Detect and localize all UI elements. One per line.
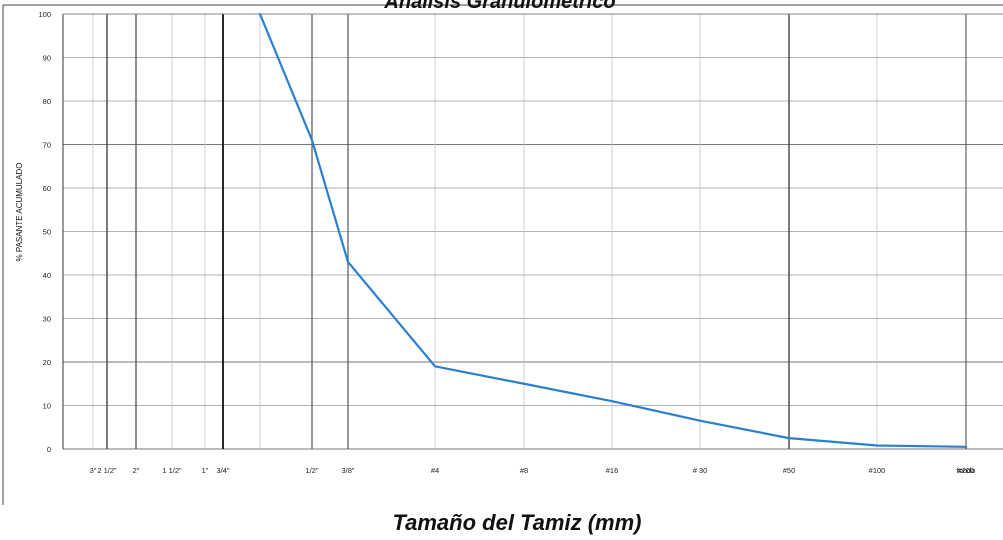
y-tick-label: 90 — [43, 54, 51, 63]
y-axis-ticks: 0 10 20 30 40 50 60 70 80 90 100 — [38, 10, 51, 454]
y-tick-label: 100 — [38, 10, 51, 19]
series-layer — [258, 12, 968, 449]
x-tick-label: 1 1/2" — [162, 466, 182, 475]
x-tick-label: # 30 — [693, 466, 708, 475]
x-tick-label: 1" — [202, 466, 209, 475]
x-tick-label: 2 1/2" — [97, 466, 117, 475]
x-tick-label: 1/2" — [305, 466, 318, 475]
y-tick-label: 10 — [43, 402, 51, 411]
y-tick-label: 40 — [43, 271, 51, 280]
y-tick-label: 70 — [43, 141, 51, 150]
y-tick-label: 0 — [47, 445, 51, 454]
x-tick-label: #200 — [958, 466, 975, 475]
x-tick-label: #50 — [783, 466, 796, 475]
grid — [62, 13, 1003, 450]
x-axis-ticks: 3" 2 1/2" 2" 1 1/2" 1" 3/4" 1/2" 3/8" #4 #8 #16 # 3… — [90, 466, 976, 475]
y-tick-label: 80 — [43, 97, 51, 106]
y-tick-label: 20 — [43, 358, 51, 367]
y-tick-label: 30 — [43, 315, 51, 324]
x-tick-label: #16 — [606, 466, 619, 475]
x-tick-label: #8 — [520, 466, 528, 475]
x-tick-label: 3/4" — [216, 466, 229, 475]
chart-title: Análisis Granulométrico — [383, 0, 615, 13]
x-tick-label: 2" — [133, 466, 140, 475]
x-tick-label: 3" — [90, 466, 97, 475]
x-tick-label: 3/8" — [341, 466, 354, 475]
x-tick-label: #4 — [431, 466, 439, 475]
x-tick-label: #100 — [869, 466, 886, 475]
x-tick-label: fondo — [957, 466, 976, 475]
y-tick-label: 50 — [43, 228, 51, 237]
y-tick-label: 60 — [43, 184, 51, 193]
x-axis-label: Tamaño del Tamiz (mm) — [393, 510, 642, 535]
y-axis-label: % PASANTE ACUMULADO — [15, 163, 24, 262]
